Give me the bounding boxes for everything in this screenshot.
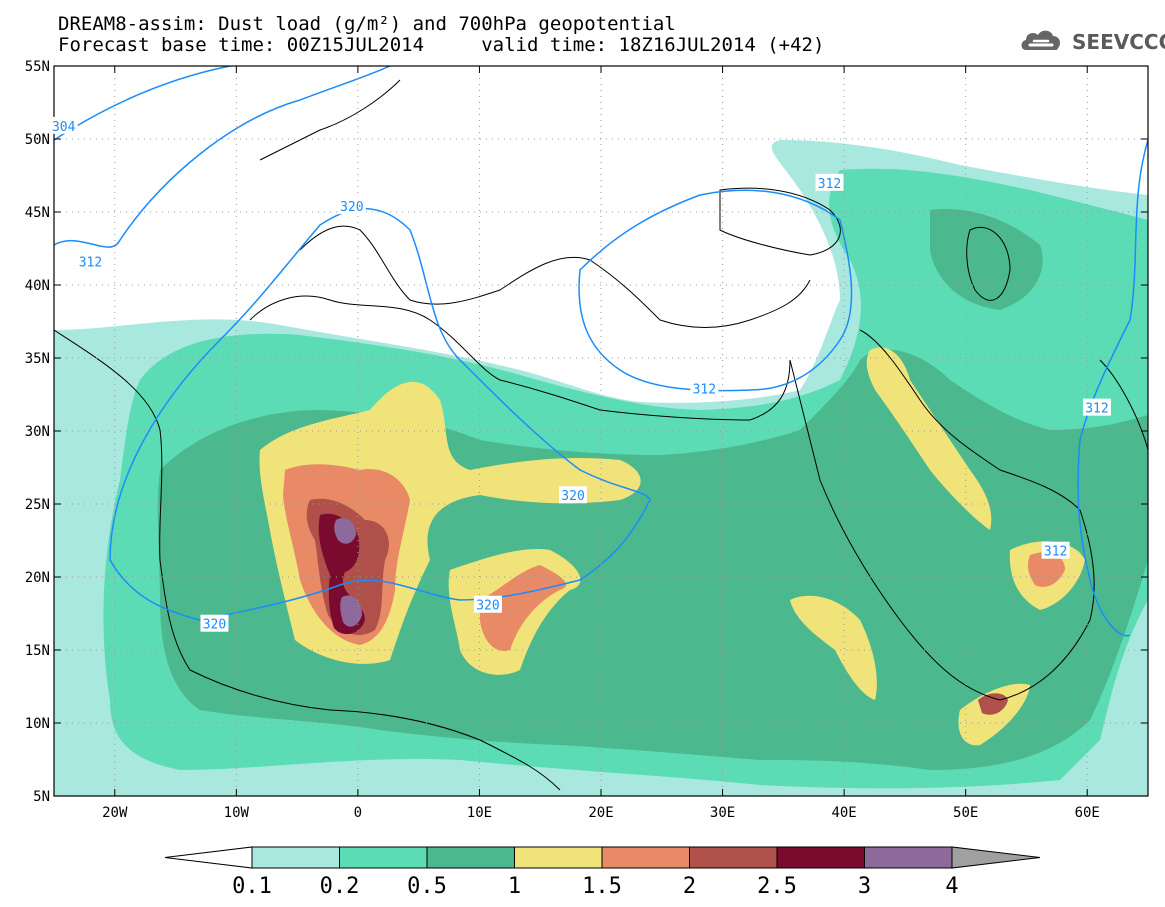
latitude-labels: 55N 50N 45N 40N 35N 30N 25N 20N 15N 10N 5N xyxy=(25,59,50,805)
contour-label: 320 xyxy=(561,489,584,504)
lat-tick-label: 55N xyxy=(25,59,50,75)
colorbar-below-triangle xyxy=(164,846,253,869)
lon-tick-label: 20W xyxy=(102,805,128,821)
dust-region-1-arabia xyxy=(866,347,992,530)
lat-tick-label: 15N xyxy=(25,643,50,659)
lat-tick-label: 50N xyxy=(25,132,50,148)
lat-tick-label: 20N xyxy=(25,570,50,586)
lat-tick-label: 5N xyxy=(33,789,50,805)
contour-label: 320 xyxy=(476,599,499,614)
chart-title: DREAM8-assim: Dust load (g/m²) and 700hP… xyxy=(58,13,676,35)
lat-tick-label: 35N xyxy=(25,351,50,367)
dust-region-3-north xyxy=(334,517,356,544)
colorbar-level-label: 4 xyxy=(945,874,958,899)
forecast-time-subtitle: Forecast base time: 00Z15JUL2014 valid t… xyxy=(58,34,825,56)
colorbar-level-label: 3 xyxy=(858,874,871,899)
colorbar xyxy=(164,846,1041,869)
contour-label-bg xyxy=(690,379,719,397)
contour-label: 312 xyxy=(1085,402,1108,417)
contour-label-bg xyxy=(49,116,78,134)
dust-region-1-redsea xyxy=(790,595,877,700)
lon-tick-label: 40E xyxy=(831,805,856,821)
lon-tick-label: 10E xyxy=(467,805,492,821)
lon-tick-label: 20E xyxy=(588,805,613,821)
contour-label-bg xyxy=(76,252,105,270)
contour-label-bg xyxy=(1082,398,1111,416)
lat-lon-grid xyxy=(54,66,1148,796)
lon-tick-label: 10W xyxy=(224,805,250,821)
lat-tick-label: 45N xyxy=(25,205,50,221)
dust-region-1.5-oman xyxy=(1027,552,1065,587)
lat-tick-label: 30N xyxy=(25,424,50,440)
contour-label-bg xyxy=(337,197,366,215)
contour-label: 312 xyxy=(693,383,716,398)
contour-label-bg xyxy=(1041,541,1070,559)
contour-label: 312 xyxy=(818,177,841,192)
dust-region-2-yemen xyxy=(978,693,1008,715)
contour-label: 312 xyxy=(79,256,102,271)
axis-ticks xyxy=(54,65,1148,797)
contour-label-bg xyxy=(200,614,229,632)
lon-tick-label: 50E xyxy=(953,805,978,821)
colorbar-level-label: 1.5 xyxy=(582,874,622,899)
dust-region-1-yemen xyxy=(958,683,1030,746)
colorbar-level-label: 2 xyxy=(683,874,696,899)
colorbar-swatch xyxy=(339,846,428,869)
contour-label-bg xyxy=(473,595,502,613)
colorbar-level-label: 2.5 xyxy=(757,874,797,899)
colorbar-swatch xyxy=(426,846,515,869)
contour-label: 320 xyxy=(340,200,363,215)
colorbar-swatch xyxy=(864,846,953,869)
colorbar-level-label: 0.2 xyxy=(320,874,360,899)
lat-tick-label: 40N xyxy=(25,278,50,294)
dust-region-3-south xyxy=(340,595,362,627)
colorbar-above-triangle xyxy=(951,846,1041,869)
contour-label-bg xyxy=(559,486,588,504)
colorbar-swatch xyxy=(251,846,340,869)
colorbar-labels: 0.1 0.2 0.5 1 1.5 2 2.5 3 4 xyxy=(232,874,959,899)
lon-tick-label: 60E xyxy=(1075,805,1100,821)
contour-label-bg xyxy=(815,173,844,191)
colorbar-swatch xyxy=(514,846,603,869)
longitude-labels: 20W 10W 0 10E 20E 30E 40E 50E 60E xyxy=(102,805,1100,821)
lat-tick-label: 25N xyxy=(25,497,50,513)
seevccc-cloud-logo-icon xyxy=(1021,30,1061,50)
contour-labels: 304 312 320 312 312 320 320 320 312 312 xyxy=(49,116,1111,633)
lat-tick-label: 10N xyxy=(25,716,50,732)
lon-tick-label: 30E xyxy=(710,805,735,821)
contour-label: 320 xyxy=(203,618,226,633)
colorbar-level-label: 1 xyxy=(508,874,521,899)
colorbar-swatch xyxy=(776,846,865,869)
geopotential-contours xyxy=(54,66,1148,637)
colorbar-level-label: 0.1 xyxy=(232,874,272,899)
seevccc-logo-text: SEEVCCC xyxy=(1072,30,1165,54)
contour-label: 312 xyxy=(1044,545,1067,560)
colorbar-level-label: 0.5 xyxy=(407,874,447,899)
contour-label: 304 xyxy=(52,120,76,135)
colorbar-swatch xyxy=(601,846,690,869)
colorbar-swatch xyxy=(689,846,778,869)
coastlines xyxy=(54,79,1148,791)
dust-region-1.5-chad xyxy=(480,565,567,651)
lon-tick-label: 0 xyxy=(354,805,362,821)
